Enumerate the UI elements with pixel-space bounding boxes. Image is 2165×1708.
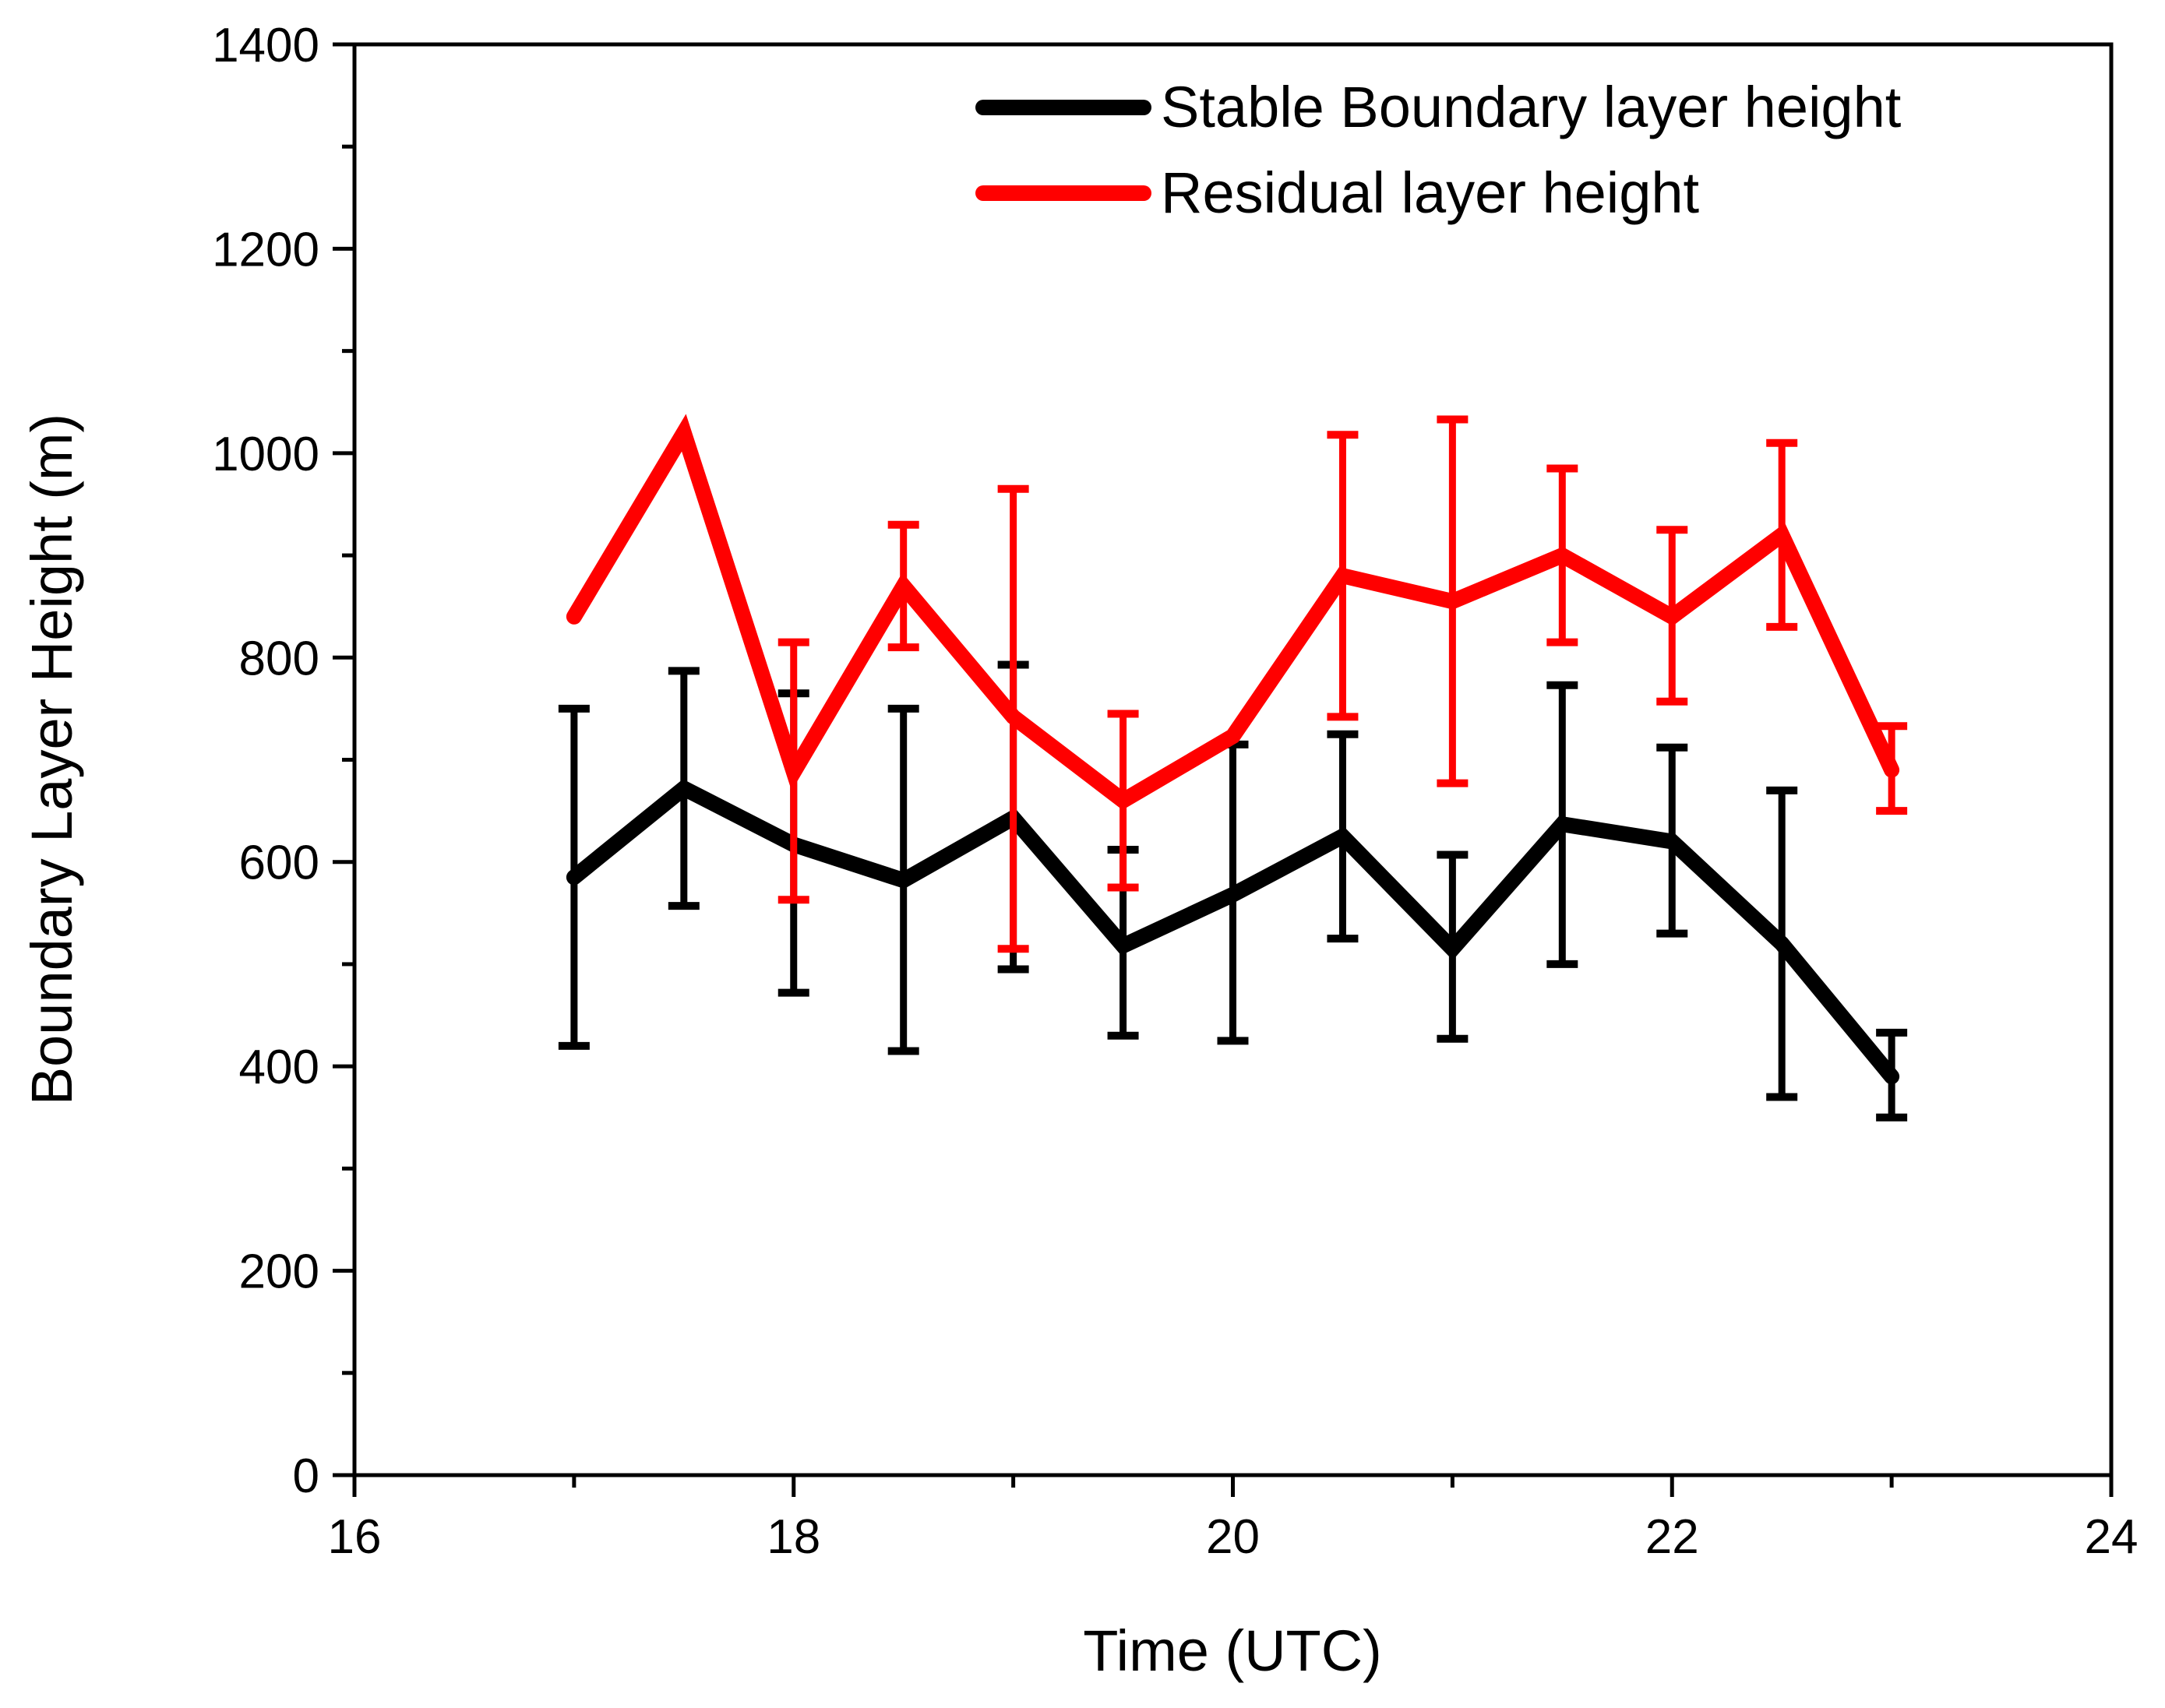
legend-label-stable: Stable Boundary layer height [1161, 75, 1902, 139]
data-point [1670, 839, 1675, 844]
data-point [1670, 614, 1675, 619]
x-tick-label: 18 [767, 1510, 820, 1564]
data-point [1560, 553, 1565, 558]
data-point [1779, 941, 1785, 946]
y-tick-label: 800 [239, 632, 319, 685]
y-tick-label: 1200 [212, 223, 319, 276]
x-axis-title: Time (UTC) [1083, 1618, 1382, 1683]
data-point [1120, 943, 1126, 949]
data-point [571, 614, 577, 619]
y-tick-label: 1400 [212, 19, 319, 72]
data-point [901, 878, 906, 883]
data-point [1450, 946, 1455, 952]
data-point [1889, 1074, 1895, 1079]
data-point [1230, 734, 1236, 739]
data-point [1340, 833, 1345, 839]
x-tick-label: 24 [2085, 1510, 2139, 1564]
y-tick-label: 400 [239, 1041, 319, 1094]
data-point [1889, 767, 1895, 773]
legend: Stable Boundary layer height Residual la… [975, 75, 1902, 225]
y-tick-label: 600 [239, 836, 319, 890]
x-tick-label: 22 [1645, 1510, 1699, 1564]
series-layer [558, 414, 1908, 1122]
data-point [571, 875, 577, 880]
y-axis-title: Boundary Layer Height (m) [19, 414, 84, 1105]
data-point [1230, 892, 1236, 897]
data-point [681, 786, 686, 791]
y-tick-label: 200 [239, 1245, 319, 1299]
data-point [681, 430, 686, 435]
x-tick-label: 20 [1206, 1510, 1260, 1564]
data-point [1010, 714, 1016, 720]
data-point [901, 583, 906, 589]
series-1 [566, 414, 1908, 953]
legend-label-residual: Residual layer height [1161, 160, 1700, 225]
y-tick-label: 1000 [212, 428, 319, 481]
data-point [1560, 822, 1565, 827]
data-point [791, 769, 796, 775]
y-tick-label: 0 [293, 1449, 319, 1503]
x-tick-label: 16 [328, 1510, 382, 1564]
data-point [1340, 573, 1345, 579]
data-point [1120, 798, 1126, 803]
axis-ticks: 16 18 20 22 24 0 200 400 600 800 1000 1200 1400 [212, 19, 2138, 1564]
data-point [1450, 599, 1455, 604]
data-point [1779, 532, 1785, 537]
